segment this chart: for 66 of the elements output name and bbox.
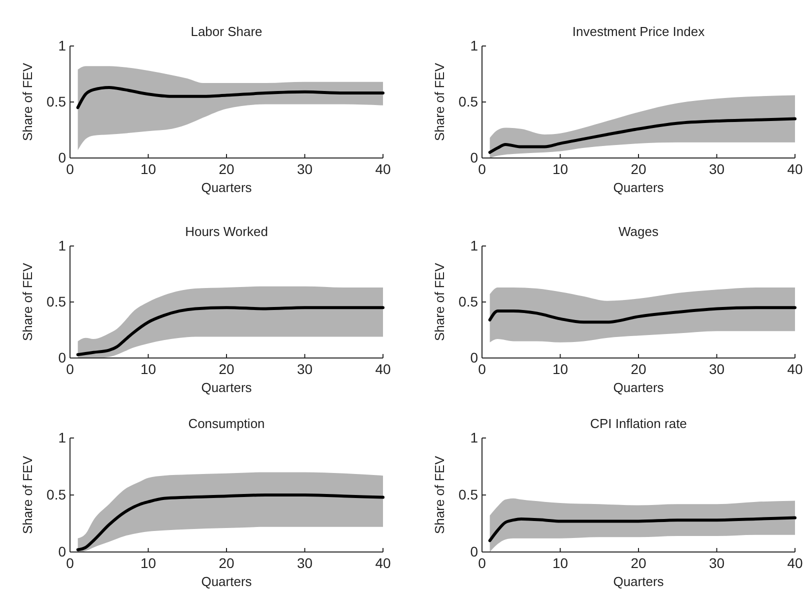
line-series — [76, 494, 384, 552]
y-axis-title: Share of FEV — [432, 262, 447, 342]
chart-title: Labor Share — [190, 24, 262, 39]
y-axis-title: Share of FEV — [432, 456, 447, 534]
x-tick-label: 10 — [552, 160, 568, 177]
y-tick-label: 0.5 — [46, 93, 66, 110]
y-tick-label: 0 — [58, 543, 66, 560]
x-axis-title: Quarters — [613, 380, 664, 395]
x-tick-label: 30 — [708, 360, 725, 377]
y-tick-label: 0.5 — [46, 486, 66, 502]
x-axis-title: Quarters — [613, 574, 664, 589]
line-series — [488, 117, 796, 154]
y-tick-label: 0 — [470, 149, 478, 166]
y-tick-label: 0 — [58, 349, 66, 366]
y-tick-label: 1 — [470, 37, 478, 54]
y-tick-label: 1 — [58, 429, 66, 446]
y-axis-title: Share of FEV — [20, 262, 35, 342]
x-tick-label: 40 — [375, 360, 391, 377]
y-tick-label: 1 — [58, 37, 66, 54]
y-tick-label: 0 — [58, 149, 66, 166]
x-tick-label: 20 — [630, 554, 646, 571]
x-tick-label: 30 — [296, 554, 313, 571]
y-axis-title: Share of FEV — [20, 456, 35, 534]
x-tick-label: 10 — [140, 360, 156, 377]
x-tick-label: 20 — [630, 360, 646, 377]
line-series — [76, 306, 384, 356]
y-tick-label: 0 — [470, 543, 478, 560]
chart-title: CPI Inflation rate — [590, 416, 687, 431]
y-axis-title: Share of FEV — [432, 62, 447, 142]
x-axis-title: Quarters — [201, 180, 252, 195]
y-tick-label: 1 — [58, 237, 66, 254]
x-axis-title: Quarters — [201, 380, 252, 395]
x-tick-label: 30 — [708, 160, 725, 177]
line-series — [76, 86, 384, 110]
x-tick-label: 10 — [552, 554, 568, 571]
chart-title: Hours Worked — [185, 224, 268, 239]
x-tick-label: 40 — [375, 554, 391, 571]
chart-title: Consumption — [188, 416, 265, 431]
y-tick-label: 1 — [470, 237, 478, 254]
x-tick-label: 10 — [140, 160, 156, 177]
y-tick-label: 0.5 — [458, 486, 478, 502]
x-tick-label: 10 — [552, 360, 568, 377]
x-tick-label: 40 — [787, 360, 803, 377]
x-tick-label: 30 — [708, 554, 725, 571]
x-tick-label: 40 — [787, 554, 803, 571]
x-tick-label: 20 — [218, 160, 234, 177]
x-tick-label: 20 — [630, 160, 646, 177]
x-tick-label: 30 — [296, 360, 313, 377]
y-tick-label: 1 — [470, 429, 478, 446]
x-tick-label: 30 — [296, 160, 313, 177]
y-tick-label: 0.5 — [46, 293, 66, 310]
x-tick-label: 40 — [787, 160, 803, 177]
x-axis-title: Quarters — [613, 180, 664, 195]
y-axis-title: Share of FEV — [20, 62, 35, 142]
chart-title: Wages — [618, 224, 659, 239]
x-tick-label: 10 — [140, 554, 156, 571]
y-tick-label: 0 — [470, 349, 478, 366]
chart-title: Investment Price Index — [572, 24, 706, 39]
x-tick-label: 20 — [218, 554, 234, 571]
y-tick-label: 0.5 — [458, 293, 478, 310]
y-tick-label: 0.5 — [458, 93, 478, 110]
x-tick-label: 20 — [218, 360, 234, 377]
line-series — [488, 306, 796, 324]
line-series — [488, 516, 796, 542]
x-axis-title: Quarters — [201, 574, 252, 589]
x-tick-label: 40 — [375, 160, 391, 177]
